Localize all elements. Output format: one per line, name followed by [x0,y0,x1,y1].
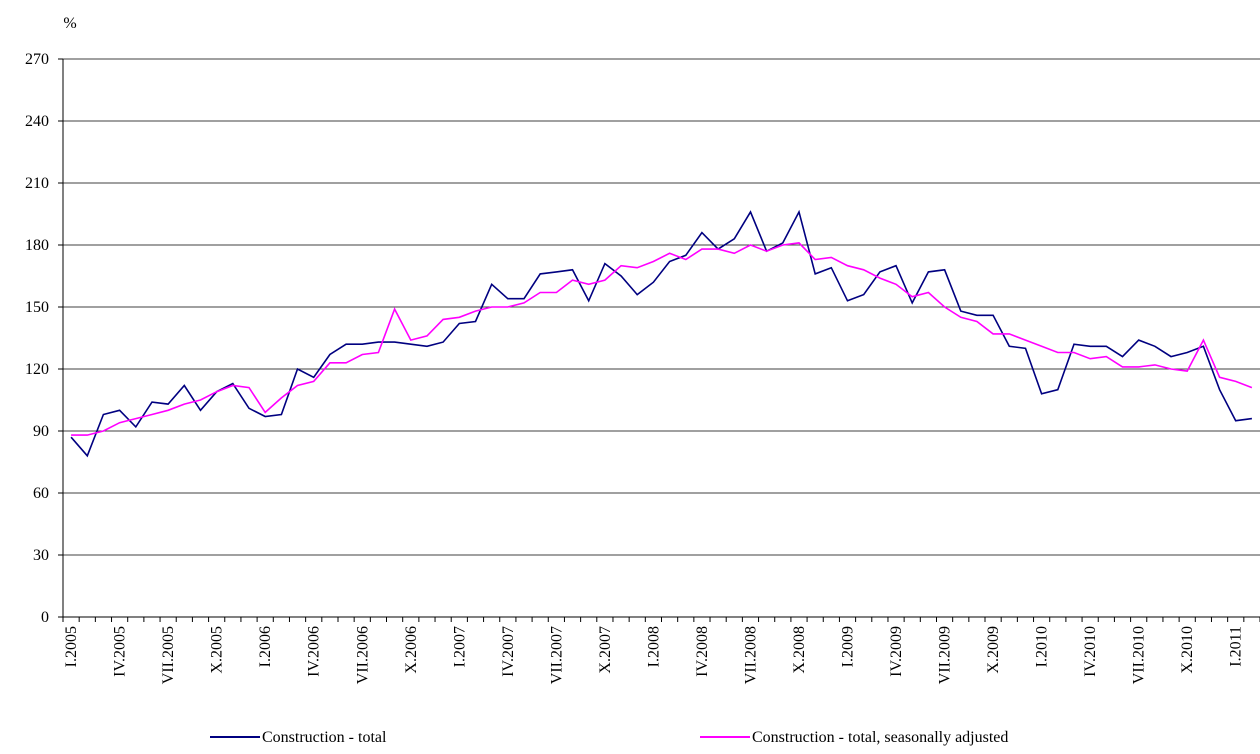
y-tick-label: 30 [33,547,49,564]
y-axis-label: % [63,15,76,32]
x-tick-label: IV.2007 [500,626,517,677]
x-tick-label: I.2010 [1034,626,1051,667]
x-tick-label: I.2007 [451,626,468,667]
y-tick-label: 120 [25,361,49,378]
legend-label: Construction - total [262,729,387,746]
x-tick-label: VII.2009 [937,626,954,684]
x-tick-label: X.2007 [597,626,614,674]
x-tick-label: IV.2008 [694,626,711,677]
legend-label: Construction - total, seasonally adjuste… [752,729,1008,746]
y-tick-label: 150 [25,299,49,316]
x-tick-label: X.2005 [209,626,226,674]
series-line [71,242,1253,436]
y-tick-label: 180 [25,237,49,254]
y-tick-label: 0 [41,609,49,626]
x-tick-label: X.2008 [791,626,808,674]
x-tick-label: I.2009 [840,626,857,667]
x-tick-label: I.2006 [257,626,274,667]
x-tick-label: I.2011 [1228,626,1245,667]
y-tick-label: 240 [25,113,49,130]
y-tick-label: 270 [25,51,49,68]
y-tick-label: 210 [25,175,49,192]
x-tick-label: X.2009 [985,626,1002,674]
x-tick-label: IV.2006 [306,626,323,677]
x-tick-label: IV.2009 [888,626,905,677]
x-tick-label: I.2008 [645,626,662,667]
x-tick-label: X.2006 [403,626,420,674]
series-line [70,209,1253,458]
x-tick-label: VII.2007 [548,626,565,684]
x-tick-label: VII.2005 [160,626,177,684]
x-tick-label: I.2005 [63,626,80,667]
x-tick-label: VII.2006 [354,626,371,684]
x-tick-label: VII.2008 [742,626,759,684]
x-tick-label: VII.2010 [1131,626,1148,684]
x-tick-label: X.2010 [1179,626,1196,674]
y-tick-label: 90 [33,423,49,440]
x-tick-label: IV.2010 [1082,626,1099,677]
y-tick-label: 60 [33,485,49,502]
x-tick-label: IV.2005 [112,626,129,677]
